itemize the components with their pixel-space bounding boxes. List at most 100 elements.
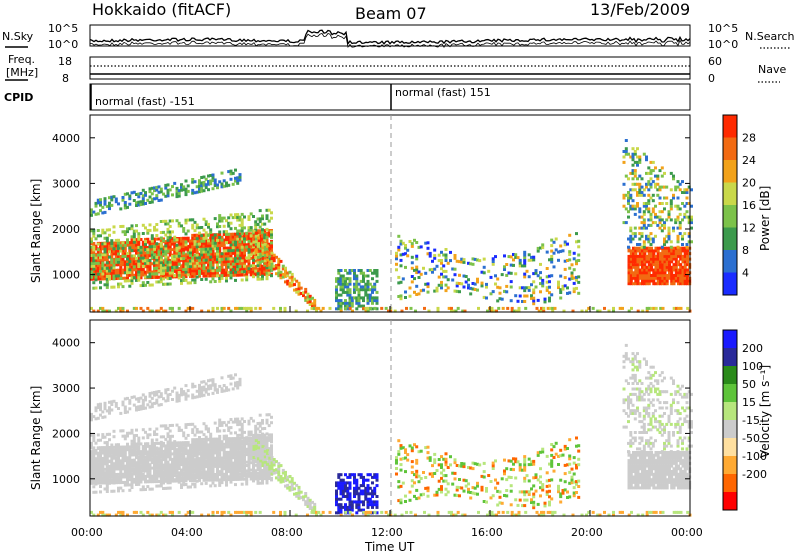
echo-cell bbox=[121, 429, 125, 433]
echo-cell bbox=[636, 265, 640, 269]
echo-cell bbox=[202, 446, 206, 450]
echo-cell bbox=[570, 271, 574, 275]
echo-cell bbox=[195, 272, 199, 275]
echo-cell bbox=[631, 152, 635, 156]
echo-cell bbox=[337, 269, 341, 272]
echo-cell bbox=[121, 461, 125, 465]
echo-cell bbox=[227, 450, 231, 454]
echo-cell bbox=[101, 244, 105, 248]
echo-cell bbox=[110, 249, 114, 253]
echo-cell bbox=[144, 466, 147, 470]
echo-cell bbox=[184, 423, 188, 427]
echo-cell bbox=[103, 435, 107, 439]
echo-cell bbox=[375, 299, 379, 303]
echo-cell bbox=[218, 459, 222, 463]
echo-cell bbox=[92, 458, 96, 462]
echo-cell bbox=[683, 212, 687, 216]
echo-cell bbox=[112, 429, 116, 433]
echo-cell bbox=[676, 185, 680, 189]
echo-cell bbox=[642, 223, 646, 227]
echo-cell bbox=[659, 252, 662, 256]
echo-cell bbox=[290, 278, 294, 282]
echo-cell bbox=[627, 237, 630, 241]
echo-cell bbox=[168, 245, 172, 249]
echo-cell bbox=[366, 282, 370, 286]
echo-cell bbox=[112, 489, 116, 493]
echo-cell bbox=[501, 306, 505, 310]
echo-cell bbox=[177, 426, 181, 430]
echo-cell bbox=[177, 239, 181, 243]
echo-cell bbox=[681, 246, 685, 250]
power-ytick-label: 4000 bbox=[52, 132, 80, 145]
echo-cell bbox=[200, 226, 204, 229]
echo-cell bbox=[218, 437, 222, 441]
echo-cell bbox=[665, 274, 669, 277]
echo-cell bbox=[150, 262, 154, 266]
echo-cell bbox=[231, 475, 235, 479]
echo-cell bbox=[96, 433, 100, 437]
echo-cell bbox=[335, 296, 338, 300]
echo-cell bbox=[428, 251, 432, 255]
echo-cell bbox=[647, 182, 651, 186]
echo-cell bbox=[193, 269, 197, 273]
echo-cell bbox=[686, 268, 689, 272]
echo-cell bbox=[236, 248, 240, 252]
echo-cell bbox=[344, 304, 347, 308]
echo-cell bbox=[650, 246, 653, 250]
echo-cell bbox=[186, 449, 190, 453]
echo-cell bbox=[243, 458, 246, 462]
echo-cell bbox=[139, 458, 143, 462]
echo-cell bbox=[677, 279, 680, 283]
echo-cell bbox=[168, 481, 172, 485]
echo-cell bbox=[245, 231, 249, 235]
echo-cell bbox=[168, 467, 172, 471]
echo-cell bbox=[171, 193, 174, 197]
echo-cell bbox=[92, 446, 96, 450]
echo-cell bbox=[108, 451, 111, 455]
echo-cell bbox=[469, 292, 473, 296]
echo-cell bbox=[220, 472, 224, 476]
echo-cell bbox=[654, 265, 658, 269]
echo-cell bbox=[180, 279, 183, 283]
echo-cell bbox=[103, 462, 107, 466]
echo-cell bbox=[153, 463, 156, 467]
echo-cell bbox=[636, 204, 639, 208]
echo-cell bbox=[157, 269, 161, 273]
echo-cell bbox=[173, 442, 177, 446]
echo-cell bbox=[105, 244, 109, 248]
echo-cell bbox=[467, 261, 470, 265]
echo-cell bbox=[236, 273, 240, 277]
echo-cell bbox=[633, 212, 637, 216]
echo-cell bbox=[339, 301, 343, 305]
echo-cell bbox=[678, 182, 682, 186]
echo-cell bbox=[339, 269, 343, 272]
echo-cell bbox=[94, 482, 98, 486]
echo-cell bbox=[568, 258, 572, 262]
echo-cell bbox=[229, 445, 233, 449]
echo-cell bbox=[417, 276, 421, 279]
echo-cell bbox=[139, 251, 143, 255]
echo-cell bbox=[245, 469, 249, 473]
echo-cell bbox=[182, 463, 186, 466]
echo-cell bbox=[126, 257, 129, 261]
echo-cell bbox=[117, 238, 120, 242]
echo-cell bbox=[184, 193, 188, 197]
echo-cell bbox=[137, 474, 141, 478]
echo-cell bbox=[357, 304, 361, 308]
echo-cell bbox=[348, 288, 352, 292]
echo-cell bbox=[634, 265, 638, 269]
echo-cell bbox=[359, 288, 363, 292]
echo-cell bbox=[103, 255, 107, 259]
echo-cell bbox=[505, 284, 509, 288]
echo-cell bbox=[656, 174, 660, 178]
echo-cell bbox=[209, 266, 213, 270]
echo-cell bbox=[663, 282, 667, 286]
echo-cell bbox=[213, 257, 217, 261]
echo-cell bbox=[137, 237, 141, 241]
echo-cell bbox=[130, 262, 134, 266]
echo-cell bbox=[139, 477, 143, 481]
echo-cell bbox=[148, 270, 152, 274]
echo-cell bbox=[180, 188, 183, 192]
echo-cell bbox=[182, 251, 186, 255]
echo-cell bbox=[649, 185, 653, 189]
